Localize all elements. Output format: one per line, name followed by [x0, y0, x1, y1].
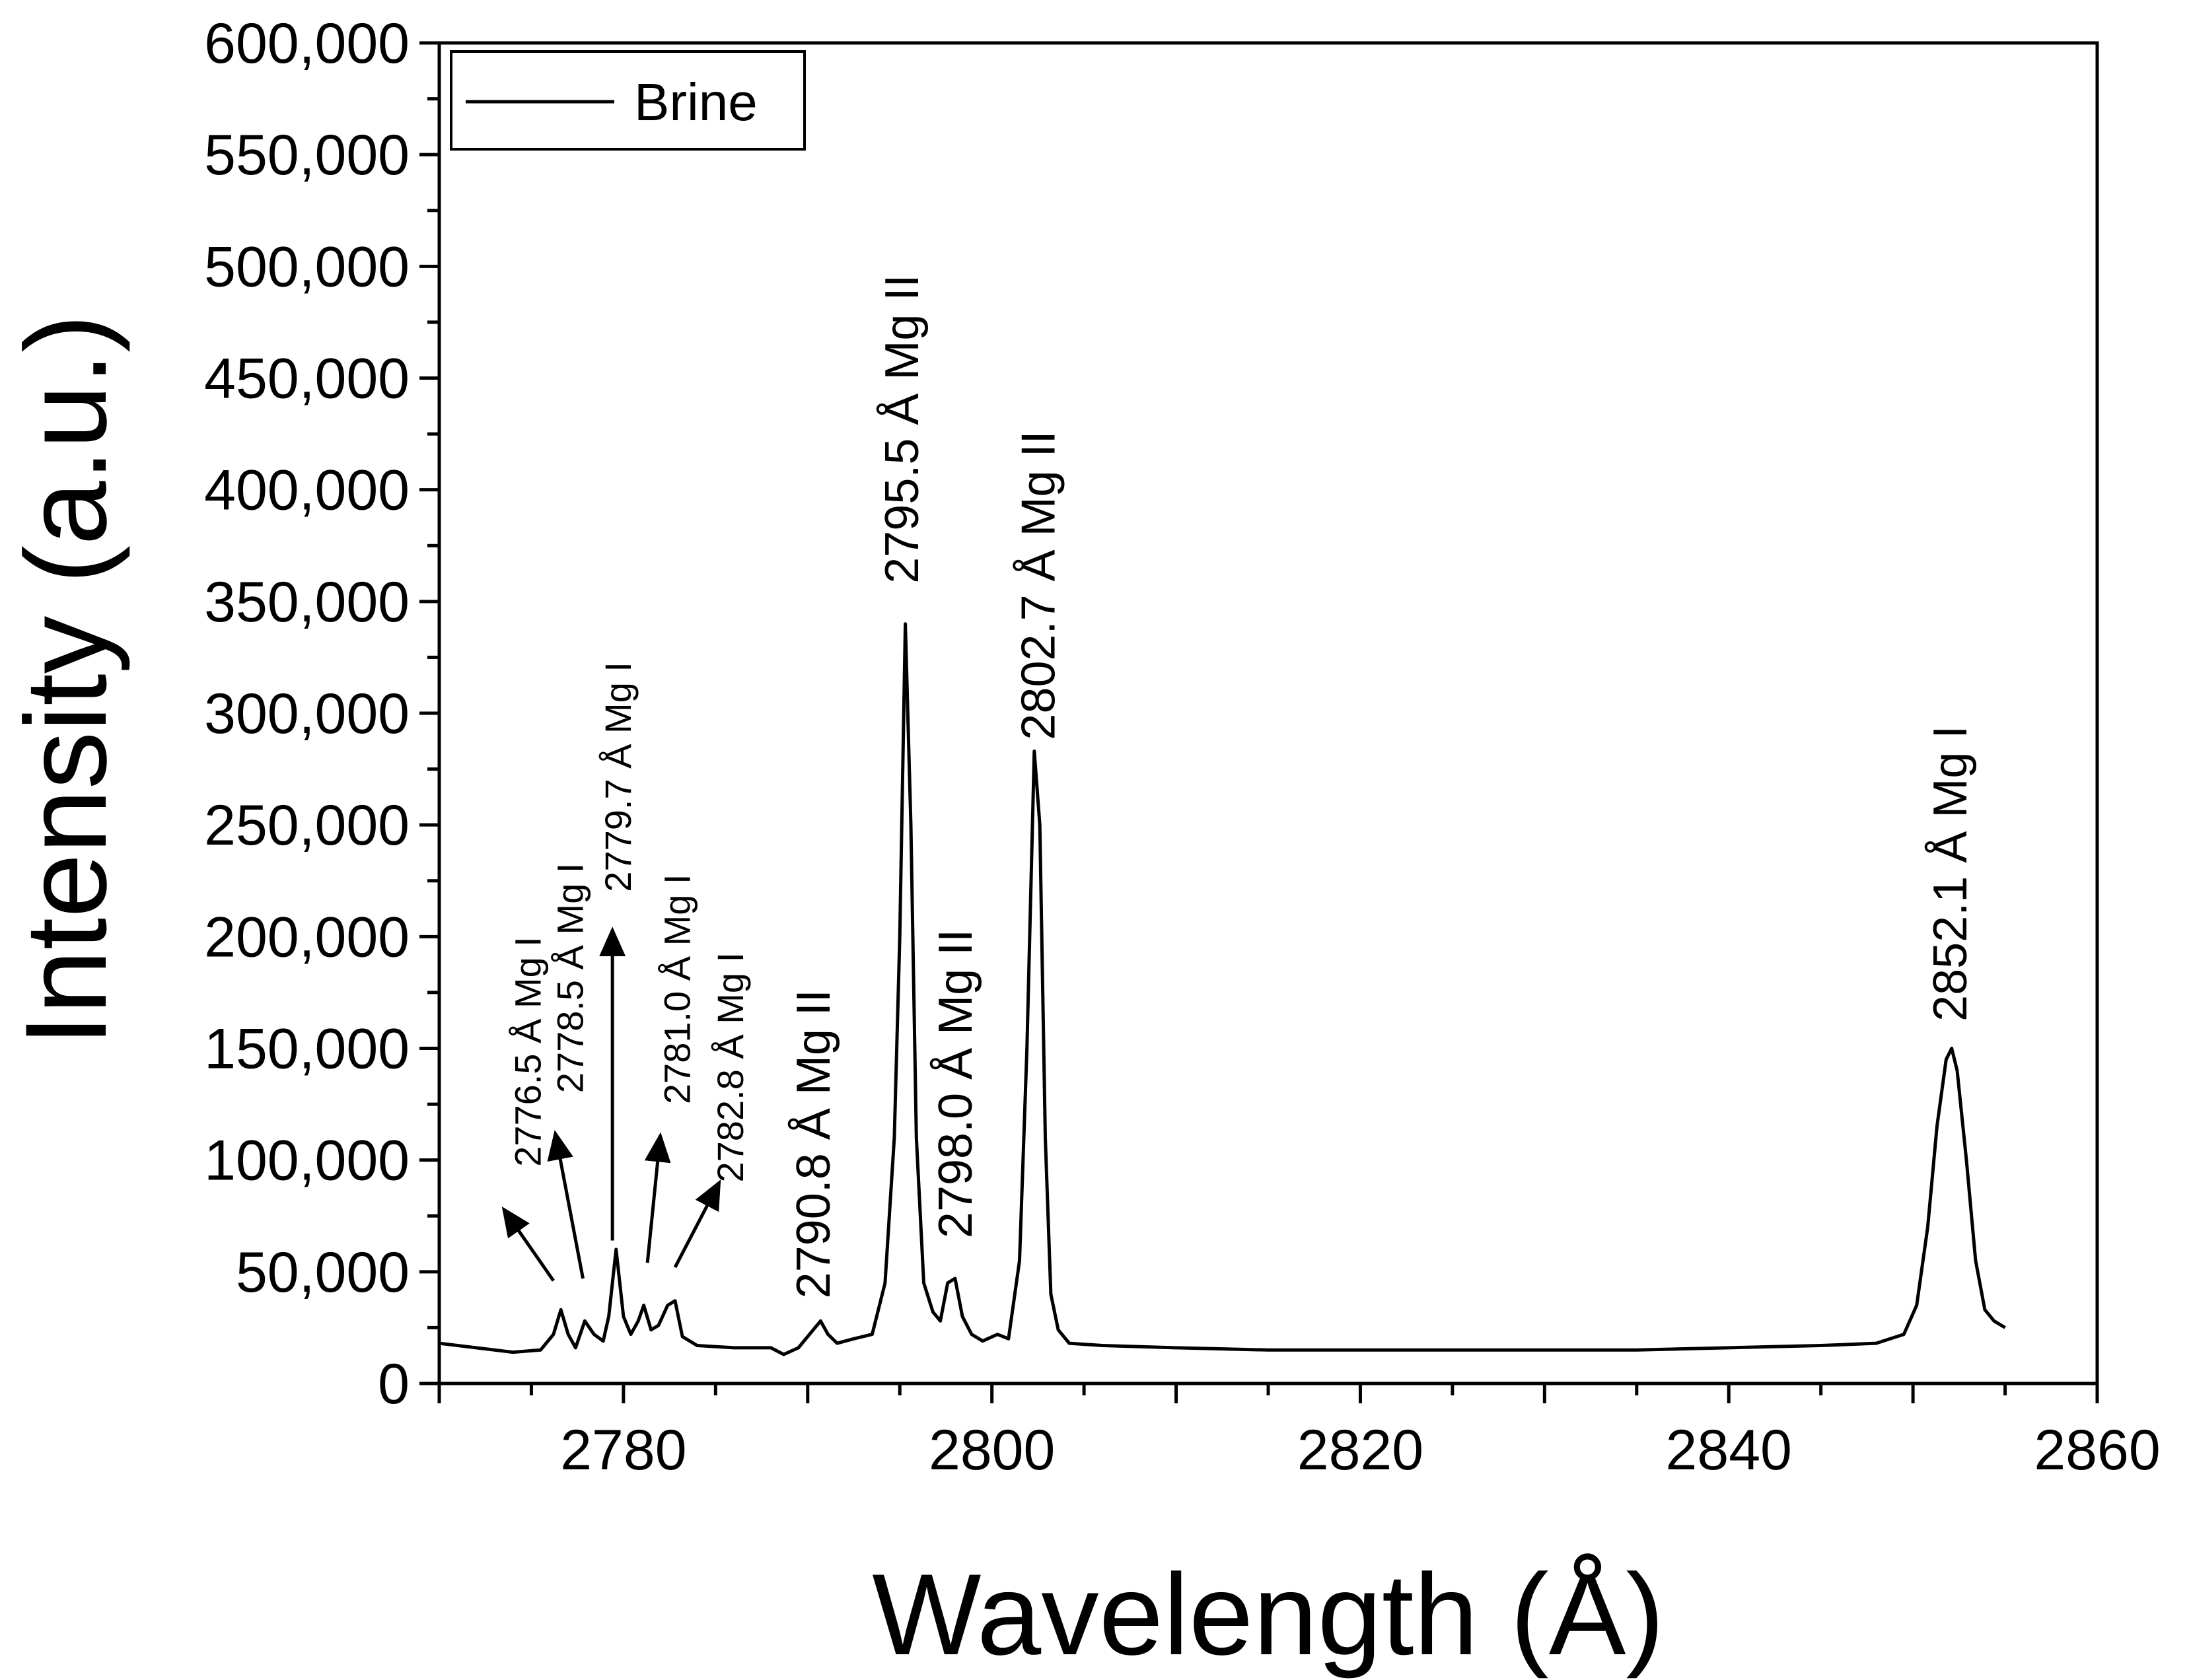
peak-annotation-label: 2778.5 Å Mg I: [550, 863, 591, 1094]
x-tick-label: 2820: [1297, 1418, 1423, 1482]
y-tick-label: 0: [378, 1352, 410, 1416]
y-tick-label: 450,000: [204, 347, 410, 411]
y-tick-label: 100,000: [204, 1129, 410, 1193]
y-tick-label: 550,000: [204, 123, 410, 187]
y-tick-label: 50,000: [236, 1241, 410, 1304]
legend: Brine: [450, 50, 806, 151]
annotation-arrows: [501, 927, 721, 1282]
y-tick-label: 400,000: [204, 459, 410, 522]
y-axis-title: Intensity (a.u.): [2, 314, 131, 1047]
x-axis-title: Wavelength (Å): [872, 1551, 1665, 1679]
peak-annotation-label: 2781.0 Å Mg I: [656, 874, 698, 1104]
y-tick-label: 600,000: [204, 12, 410, 75]
peak-annotation-label: 2798.0 Å Mg II: [929, 929, 982, 1238]
peak-annotation-label: 2802.7 Å Mg II: [1013, 431, 1065, 740]
axis-ticks: 2780 2800 2820 2840 2860 0 50,000 100,000 150,00…: [204, 12, 2161, 1482]
y-tick-label: 200,000: [204, 905, 410, 969]
x-tick-label: 2800: [929, 1418, 1055, 1482]
series-line-brine: [439, 622, 2006, 1356]
peak-annotation-label: 2779.7 Å Mg I: [597, 662, 639, 892]
y-tick-label: 300,000: [204, 682, 410, 746]
y-tick-label: 350,000: [204, 571, 410, 634]
y-tick-label: 500,000: [204, 235, 410, 298]
peak-annotation-label: 2790.8 Å Mg II: [787, 989, 840, 1298]
x-tick-label: 2780: [560, 1418, 686, 1482]
annotation-arrow: [547, 1130, 585, 1279]
annotation-arrow: [501, 1206, 555, 1282]
peak-annotation-label: 2852.1 Å Mg I: [1924, 726, 1977, 1022]
x-tick-label: 2840: [1666, 1418, 1792, 1482]
y-tick-label: 150,000: [204, 1018, 410, 1081]
legend-label: Brine: [634, 73, 758, 131]
peak-annotation-label: 2782.8 Å Mg I: [709, 952, 751, 1183]
y-tick-label: 250,000: [204, 794, 410, 857]
peak-annotation-label: 2795.5 Å Mg II: [876, 275, 929, 584]
legend-box: [450, 50, 806, 151]
annotation-arrow: [644, 1132, 671, 1263]
peak-annotation-label: 2776.5 Å Mg I: [507, 936, 548, 1167]
x-tick-label: 2860: [2034, 1418, 2160, 1482]
annotation-arrow: [673, 1179, 721, 1269]
